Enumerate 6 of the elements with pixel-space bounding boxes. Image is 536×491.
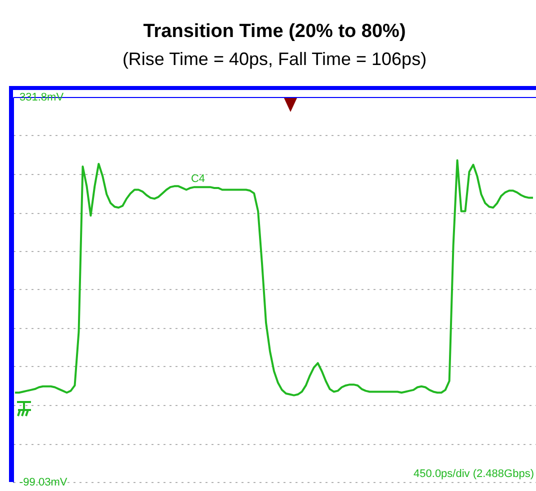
chart-subtitle: (Rise Time = 40ps, Fall Time = 106ps) [122, 49, 427, 69]
annotation: 450.0ps/div (2.488Gbps) [414, 468, 534, 480]
annotation: C4 [190, 173, 206, 185]
chart-title: Transition Time (20% to 80%) [143, 21, 406, 42]
line-series [14, 159, 534, 396]
y-tick-label: -99.03mV [20, 476, 68, 488]
